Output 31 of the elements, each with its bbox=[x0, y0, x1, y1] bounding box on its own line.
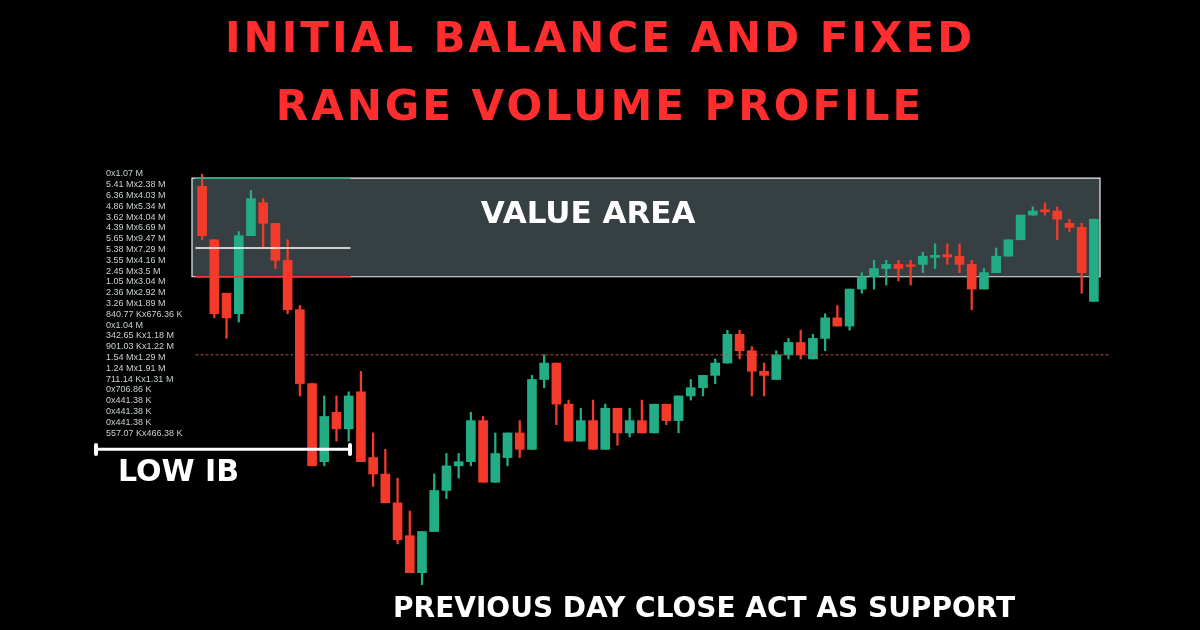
text: 1.24 Mx1.91 M bbox=[106, 362, 166, 373]
text: 557.07 Kx466.38 K bbox=[106, 427, 183, 438]
text: 0x441.38 K bbox=[106, 406, 152, 417]
text: 5.65 Mx9.47 M bbox=[106, 233, 166, 244]
text: 5.41 Mx2.38 M bbox=[106, 179, 166, 190]
text: 3.26 Mx1.89 M bbox=[106, 298, 166, 309]
text: 1.54 Mx1.29 M bbox=[106, 352, 166, 363]
text: 0x1.07 M bbox=[106, 168, 144, 179]
chart-title: INITIAL BALANCE AND FIXED RANGE VOLUME PROFILE bbox=[223, 12, 976, 132]
text: PREVIOUS DAY CLOSE ACT AS SUPPORT bbox=[393, 591, 1016, 624]
text: 2.36 Mx2.92 M bbox=[106, 287, 166, 298]
text: 840.77 Kx676.36 K bbox=[106, 308, 183, 319]
text: 901.03 Kx1.22 M bbox=[106, 341, 175, 352]
text: 4.86 Mx5.34 M bbox=[106, 200, 166, 211]
text: 5.38 Mx7.29 M bbox=[106, 244, 166, 255]
text: 0x706.86 K bbox=[106, 384, 152, 395]
text: 0x441.38 K bbox=[106, 416, 152, 427]
text: 3.62 Mx4.04 M bbox=[106, 211, 166, 222]
band-label: VALUE AREA bbox=[480, 193, 696, 230]
text: 4.39 Mx6.69 M bbox=[106, 222, 166, 233]
text: 711.14 Kx1.31 M bbox=[106, 373, 174, 384]
text: 342.65 Kx1.18 M bbox=[106, 330, 175, 341]
text: 3.55 Mx4.16 M bbox=[106, 254, 166, 265]
text: 2.45 Mx3.5 M bbox=[106, 265, 161, 276]
text: 1.05 Mx3.04 M bbox=[106, 276, 166, 287]
candlestick bbox=[954, 243, 965, 273]
text: 0x441.38 K bbox=[106, 395, 152, 406]
text: 0x1.04 M bbox=[106, 319, 144, 330]
ref-line-label: LOW IB bbox=[118, 453, 240, 489]
candlestick bbox=[893, 259, 904, 282]
text: 6.36 Mx4.03 M bbox=[106, 190, 166, 201]
